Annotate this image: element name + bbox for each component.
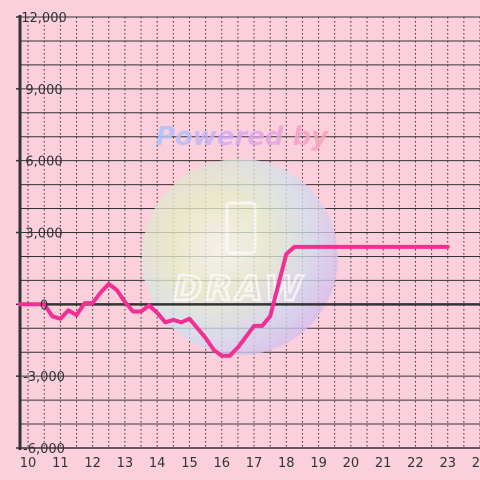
y-tick-label: 9,000 [25,83,62,98]
x-tick-label: 17 [246,456,263,471]
series-layer [18,244,450,358]
y-tick-label: -6,000 [23,442,65,457]
watermark: Powered by DRAW [142,122,338,355]
watermark-logo-text: DRAW [174,269,306,309]
x-tick-label: 22 [407,456,424,471]
x-tick-label: 12 [84,456,101,471]
x-tick-label: 18 [278,456,295,471]
series-line [18,244,450,358]
x-tick-label: 19 [310,456,327,471]
watermark-logo-overlay [142,159,338,355]
x-tick-label: 14 [149,456,166,471]
x-tick-label: 21 [375,456,392,471]
axes [16,15,480,450]
watermark-powered-by: Powered by [156,122,329,152]
y-tick-label: 6,000 [25,155,62,170]
y-tick-label: 12,000 [21,11,67,26]
x-tick-label: 15 [181,456,198,471]
watermark-cup-icon [225,201,257,255]
x-tick-label: 23 [439,456,456,471]
y-tick-label: 0 [40,298,48,313]
x-tick-label: 16 [213,456,230,471]
y-tick-label: -3,000 [23,370,65,385]
x-tick-label: 24 [472,456,480,471]
x-tick-label: 11 [52,456,69,471]
tick-labels: -6,000 -3,000 0 3,000 6,000 9,000 12,000 10 11 12… [20,11,480,471]
x-tick-label: 20 [343,456,360,471]
x-tick-label: 10 [20,456,37,471]
y-tick-label: 3,000 [25,227,62,242]
x-tick-label: 13 [117,456,134,471]
